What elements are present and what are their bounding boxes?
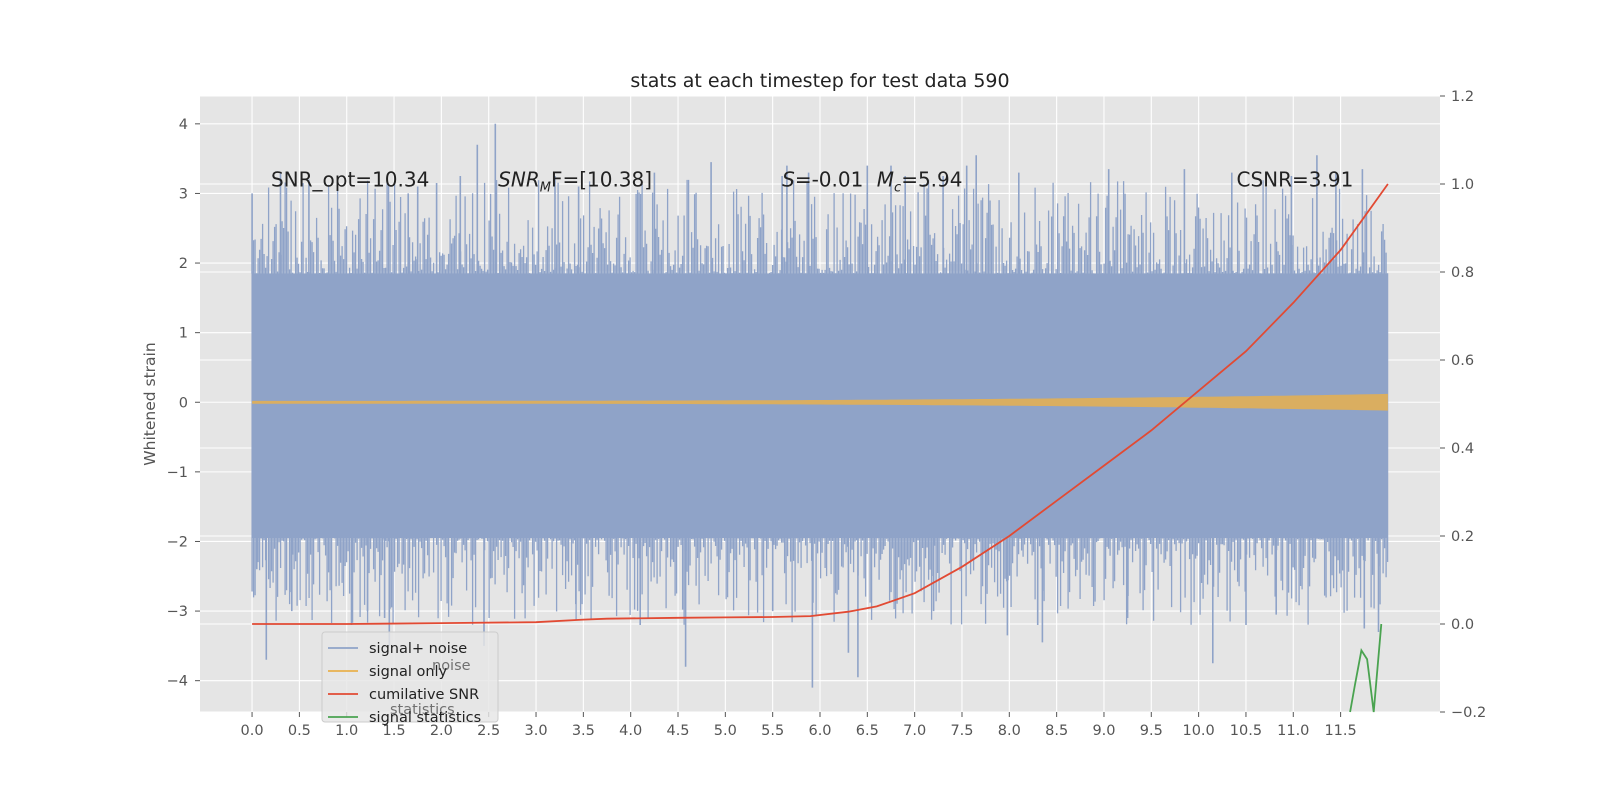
y-tick-label: 1 — [179, 326, 188, 342]
y2-tick-label: 0.0 — [1451, 617, 1474, 633]
y-tick-label: −3 — [167, 604, 188, 620]
x-tick-label: 7.5 — [950, 723, 973, 739]
x-tick-label: 4.0 — [619, 723, 642, 739]
x-tick-label: 1.5 — [383, 723, 406, 739]
series-signal-statistics — [1349, 623, 1383, 713]
noise-extremes — [251, 123, 1380, 688]
y-axis-ticks: 4 3 2 1 0 −1 −2 −3 −4 — [167, 117, 200, 690]
x-tick-label: 3.5 — [572, 723, 595, 739]
x-tick-label: 0.0 — [241, 723, 264, 739]
x-tick-label: 4.5 — [666, 723, 689, 739]
y-tick-label: −2 — [167, 534, 188, 550]
x-tick-label: 10.0 — [1182, 723, 1214, 739]
x-tick-label: 11.5 — [1324, 723, 1356, 739]
y2-axis-ticks: 1.2 1.0 0.8 0.6 0.4 0.2 0.0 −0.2 — [1440, 89, 1486, 721]
y2-tick-label: 0.4 — [1451, 441, 1474, 457]
y2-tick-label: 0.8 — [1451, 265, 1474, 281]
x-tick-label: 5.5 — [761, 723, 784, 739]
y-tick-label: −4 — [167, 674, 188, 690]
x-tick-label: 7.0 — [903, 723, 926, 739]
y-tick-label: 2 — [179, 256, 188, 272]
x-tick-label: 3.0 — [524, 723, 547, 739]
series-cumulative-snr — [252, 183, 1389, 625]
y2-tick-label: 1.2 — [1451, 89, 1474, 105]
signal-statistics-line — [1349, 623, 1383, 713]
legend-box — [321, 631, 499, 723]
y2-tick-label: 0.6 — [1451, 353, 1474, 369]
y-tick-label: 3 — [179, 186, 188, 202]
y2-tick-label: 1.0 — [1451, 177, 1474, 193]
legend-label: signal statistics — [369, 710, 481, 726]
x-tick-label: 2.0 — [430, 723, 453, 739]
signal-only-band — [252, 393, 1388, 411]
y2-tick-label: 0.2 — [1451, 529, 1474, 545]
y-axis-label: Whitened strain — [141, 342, 159, 465]
cumulative-snr-line — [252, 183, 1389, 625]
legend-ghost-text: statistics — [390, 702, 455, 718]
y2-tick-label: −0.2 — [1451, 705, 1486, 721]
y-tick-label: 0 — [179, 395, 188, 411]
legend-ghost-text: noise — [432, 658, 471, 674]
annotation: CSNR=3.91 — [1236, 168, 1353, 192]
y-tick-label: −1 — [167, 465, 188, 481]
legend-label: signal only — [369, 664, 448, 680]
x-tick-label: 6.0 — [808, 723, 831, 739]
chart-title: stats at each timestep for test data 590 — [630, 70, 1009, 92]
legend-label: signal+ noise — [369, 641, 467, 657]
annotation: SNR_opt=10.34 — [271, 168, 429, 192]
annotation: SNRMF=[10.38] — [498, 168, 652, 196]
series-signal-only — [252, 393, 1388, 411]
x-tick-label: 9.5 — [1140, 723, 1163, 739]
x-tick-label: 8.0 — [998, 723, 1021, 739]
y-tick-label: 4 — [179, 117, 188, 133]
x-tick-label: 2.5 — [477, 723, 500, 739]
x-tick-label: 9.0 — [1092, 723, 1115, 739]
x-tick-label: 5.0 — [714, 723, 737, 739]
x-axis-ticks: 0.0 0.5 1.0 1.5 2.0 2.5 3.0 3.5 4.0 4.5 5.0 5.5 6.0 6… — [241, 712, 1357, 739]
annotations: SNR_opt=10.34 SNRMF=[10.38] S=-0.01 Mc=5.94… — [271, 168, 1353, 196]
x-tick-label: 6.5 — [856, 723, 879, 739]
legend-label: cumilative SNR — [369, 687, 479, 703]
x-tick-label: 10.5 — [1230, 723, 1262, 739]
annotation: S=-0.01 — [782, 168, 863, 192]
x-tick-label: 0.5 — [288, 723, 311, 739]
x-tick-label: 11.0 — [1277, 723, 1309, 739]
x-tick-label: 1.0 — [335, 723, 358, 739]
legend: noise statistics signal+ noise signal only c… — [321, 631, 499, 726]
x-tick-label: 8.5 — [1045, 723, 1068, 739]
annotation: Mc=5.94 — [877, 168, 963, 196]
